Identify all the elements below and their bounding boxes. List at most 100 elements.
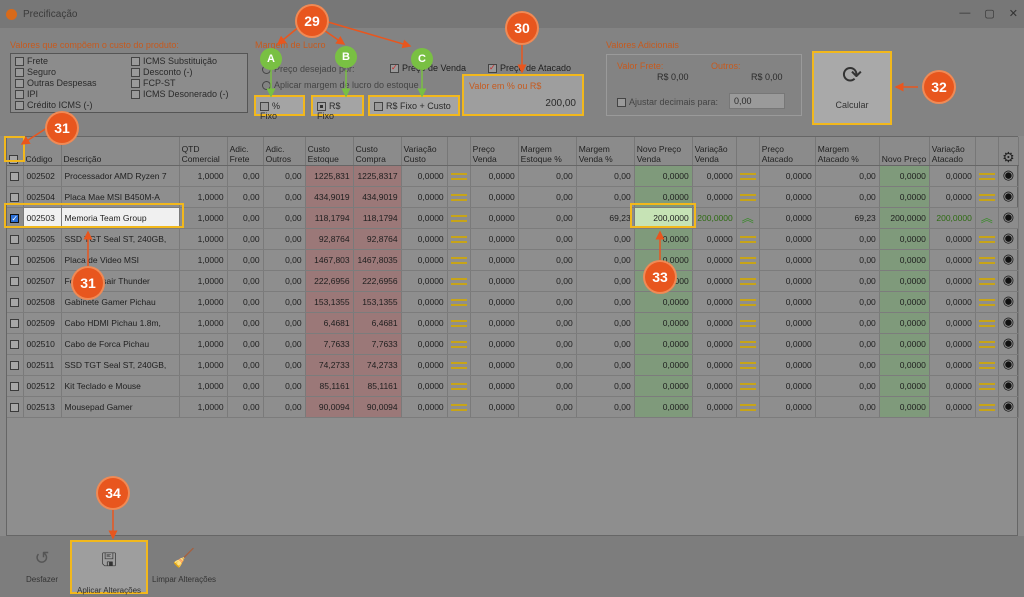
cell-npv[interactable]: 0,0000: [634, 228, 693, 250]
gear-icon[interactable]: ⚙: [1002, 148, 1015, 165]
eye-icon[interactable]: ◉: [1002, 167, 1015, 182]
cell-np[interactable]: 200,0000: [879, 207, 930, 229]
row-checkbox[interactable]: [10, 360, 20, 370]
row-checkbox-cell[interactable]: [7, 312, 24, 334]
row-checkbox[interactable]: [10, 381, 20, 391]
column-header[interactable]: [7, 137, 24, 166]
cost-option[interactable]: Crédito ICMS (-): [15, 100, 97, 111]
row-checkbox-cell[interactable]: [7, 291, 24, 313]
cost-option[interactable]: ICMS Substituição: [131, 56, 229, 67]
cell-np[interactable]: 0,0000: [879, 396, 930, 418]
row-checkbox[interactable]: [10, 192, 20, 202]
cell-np[interactable]: 0,0000: [879, 249, 930, 271]
table-row[interactable]: ✓ 002503 Memoria Team Group 1,0000 0,00 0,00 1…: [7, 207, 1020, 229]
opt-apply-margin[interactable]: Aplicar margem de lucro do estoque: [262, 80, 419, 91]
cost-option[interactable]: Seguro: [15, 67, 97, 78]
table-row[interactable]: 002505 SSD TGT Seal ST, 240GB, 1,0000 0,00 0…: [7, 228, 1020, 250]
row-checkbox[interactable]: [10, 297, 20, 307]
cost-option[interactable]: IPI: [15, 89, 97, 100]
column-header[interactable]: QTD Comercial: [179, 137, 228, 166]
chk-sale-price[interactable]: Preço de Venda: [390, 63, 466, 74]
row-checkbox[interactable]: [10, 339, 20, 349]
row-checkbox-cell[interactable]: ✓: [7, 207, 24, 229]
row-checkbox-cell[interactable]: [7, 354, 24, 376]
chk-wholesale-price[interactable]: Preço de Atacado: [488, 63, 571, 74]
row-checkbox[interactable]: [10, 318, 20, 328]
cell-npv[interactable]: 0,0000: [634, 333, 693, 355]
cost-option[interactable]: Outras Despesas: [15, 78, 97, 89]
cell-npv[interactable]: 0,0000: [634, 354, 693, 376]
maximize-icon[interactable]: ▢: [984, 8, 995, 20]
row-checkbox-cell[interactable]: [7, 375, 24, 397]
cell-np[interactable]: 0,0000: [879, 291, 930, 313]
table-row[interactable]: 002502 Processador AMD Ryzen 7 1,0000 0,00 0…: [7, 165, 1020, 187]
cell-np[interactable]: 0,0000: [879, 186, 930, 208]
others-value[interactable]: R$ 0,00: [751, 72, 783, 82]
column-header[interactable]: Margem Atacado %: [815, 137, 880, 166]
row-checkbox-cell[interactable]: [7, 396, 24, 418]
cost-option[interactable]: FCP-ST: [131, 78, 229, 89]
select-all-checkbox[interactable]: [9, 154, 18, 164]
column-header[interactable]: Margem Venda %: [576, 137, 635, 166]
table-row[interactable]: 002506 Placa de Video MSI 1,0000 0,00 0,00 14…: [7, 249, 1020, 271]
row-checkbox[interactable]: [10, 171, 20, 181]
decimals-input[interactable]: 0,00: [729, 93, 785, 109]
clear-changes-button[interactable]: 🧹 Limpar Alterações: [150, 548, 218, 584]
table-row[interactable]: 002509 Cabo HDMI Pichau 1.8m, 1,0000 0,00 0,…: [7, 312, 1020, 334]
column-header[interactable]: Preço Atacado: [759, 137, 816, 166]
row-checkbox[interactable]: [10, 402, 20, 412]
calculate-button[interactable]: ⟳ Calcular: [812, 51, 892, 125]
eye-icon[interactable]: ◉: [1002, 314, 1015, 329]
column-header[interactable]: Descrição: [61, 137, 180, 166]
cell-np[interactable]: 0,0000: [879, 354, 930, 376]
row-checkbox[interactable]: ✓: [10, 213, 20, 223]
column-header[interactable]: [447, 137, 471, 166]
cell-np[interactable]: 0,0000: [879, 333, 930, 355]
eye-icon[interactable]: ◉: [1002, 272, 1015, 287]
eye-icon[interactable]: ◉: [1002, 398, 1015, 413]
cell-npv[interactable]: 0,0000: [634, 291, 693, 313]
column-header[interactable]: Variação Atacado: [929, 137, 976, 166]
eye-icon[interactable]: ◉: [1002, 230, 1015, 245]
cell-npv[interactable]: 0,0000: [634, 312, 693, 334]
close-icon[interactable]: ✕: [1008, 8, 1018, 20]
margin-value-box[interactable]: Valor em % ou R$ 200,00: [462, 74, 584, 116]
mode-rs-fixed-plus-cost[interactable]: R$ Fixo + Custo: [368, 95, 460, 116]
freight-value[interactable]: R$ 0,00: [657, 72, 689, 82]
table-row[interactable]: 002512 Kit Teclado e Mouse 1,0000 0,00 0,00 8…: [7, 375, 1020, 397]
eye-icon[interactable]: ◉: [1002, 188, 1015, 203]
table-row[interactable]: 002511 SSD TGT Seal ST, 240GB, 1,0000 0,00 0…: [7, 354, 1020, 376]
eye-icon[interactable]: ◉: [1002, 209, 1015, 224]
column-header[interactable]: ⚙: [998, 137, 1020, 166]
column-header[interactable]: Margem Estoque %: [518, 137, 577, 166]
eye-icon[interactable]: ◉: [1002, 335, 1015, 350]
cost-option[interactable]: Frete: [15, 56, 97, 67]
column-header[interactable]: Novo Preço Venda: [634, 137, 693, 166]
mode-rs-fixed[interactable]: R$ Fixo: [311, 95, 364, 121]
row-checkbox-cell[interactable]: [7, 270, 24, 292]
table-row[interactable]: 002513 Mousepad Gamer 1,0000 0,00 0,00 90,009…: [7, 396, 1020, 418]
cell-npv[interactable]: 0,0000: [634, 396, 693, 418]
row-checkbox-cell[interactable]: [7, 165, 24, 187]
apply-changes-button[interactable]: 🖫 Aplicar Alterações: [70, 540, 148, 595]
cell-np[interactable]: 0,0000: [879, 375, 930, 397]
mode-percent-fixed[interactable]: % Fixo: [254, 95, 305, 121]
cell-np[interactable]: 0,0000: [879, 165, 930, 187]
column-header[interactable]: Preço Venda: [470, 137, 519, 166]
column-header[interactable]: [736, 137, 760, 166]
column-header[interactable]: Adic. Frete: [227, 137, 264, 166]
minimize-icon[interactable]: —: [959, 7, 971, 19]
eye-icon[interactable]: ◉: [1002, 356, 1015, 371]
row-checkbox[interactable]: [10, 234, 20, 244]
eye-icon[interactable]: ◉: [1002, 293, 1015, 308]
row-checkbox-cell[interactable]: [7, 333, 24, 355]
cell-npv[interactable]: 0,0000: [634, 186, 693, 208]
table-row[interactable]: 002504 Placa Mae MSI B450M-A 1,0000 0,00 0,0…: [7, 186, 1020, 208]
row-checkbox-cell[interactable]: [7, 186, 24, 208]
table-row[interactable]: 002510 Cabo de Forca Pichau 1,0000 0,00 0,00…: [7, 333, 1020, 355]
cost-option[interactable]: Desconto (-): [131, 67, 229, 78]
row-checkbox[interactable]: [10, 276, 20, 286]
decimals-check[interactable]: Ajustar decimais para:: [617, 97, 718, 108]
cell-np[interactable]: 0,0000: [879, 270, 930, 292]
undo-button[interactable]: ↺ Desfazer: [22, 548, 62, 584]
